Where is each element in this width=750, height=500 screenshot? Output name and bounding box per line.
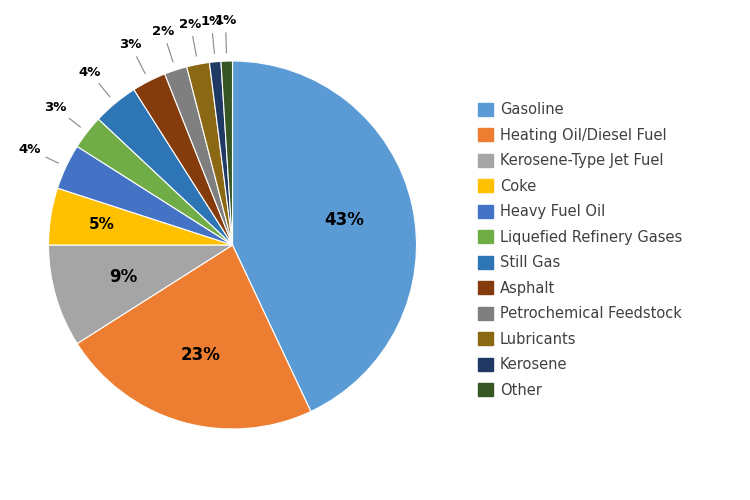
Text: 4%: 4% — [18, 143, 58, 163]
Wedge shape — [49, 188, 232, 245]
Wedge shape — [134, 74, 232, 245]
Wedge shape — [58, 146, 232, 245]
Text: 5%: 5% — [88, 217, 115, 232]
Text: 3%: 3% — [119, 38, 146, 74]
Wedge shape — [77, 245, 310, 429]
Wedge shape — [165, 67, 232, 245]
Wedge shape — [232, 61, 416, 412]
Wedge shape — [49, 245, 232, 344]
Text: 1%: 1% — [214, 14, 236, 53]
Wedge shape — [77, 119, 232, 245]
Text: 3%: 3% — [44, 101, 80, 127]
Wedge shape — [209, 62, 232, 245]
Legend: Gasoline, Heating Oil/Diesel Fuel, Kerosene-Type Jet Fuel, Coke, Heavy Fuel Oil,: Gasoline, Heating Oil/Diesel Fuel, Keros… — [472, 96, 688, 404]
Text: 4%: 4% — [78, 66, 110, 97]
Text: 9%: 9% — [109, 268, 137, 286]
Text: 2%: 2% — [152, 25, 174, 62]
Wedge shape — [98, 90, 232, 245]
Wedge shape — [221, 61, 232, 245]
Text: 2%: 2% — [179, 18, 202, 56]
Text: 43%: 43% — [324, 211, 364, 229]
Text: 23%: 23% — [181, 346, 220, 364]
Text: 1%: 1% — [200, 15, 223, 54]
Wedge shape — [187, 62, 232, 245]
